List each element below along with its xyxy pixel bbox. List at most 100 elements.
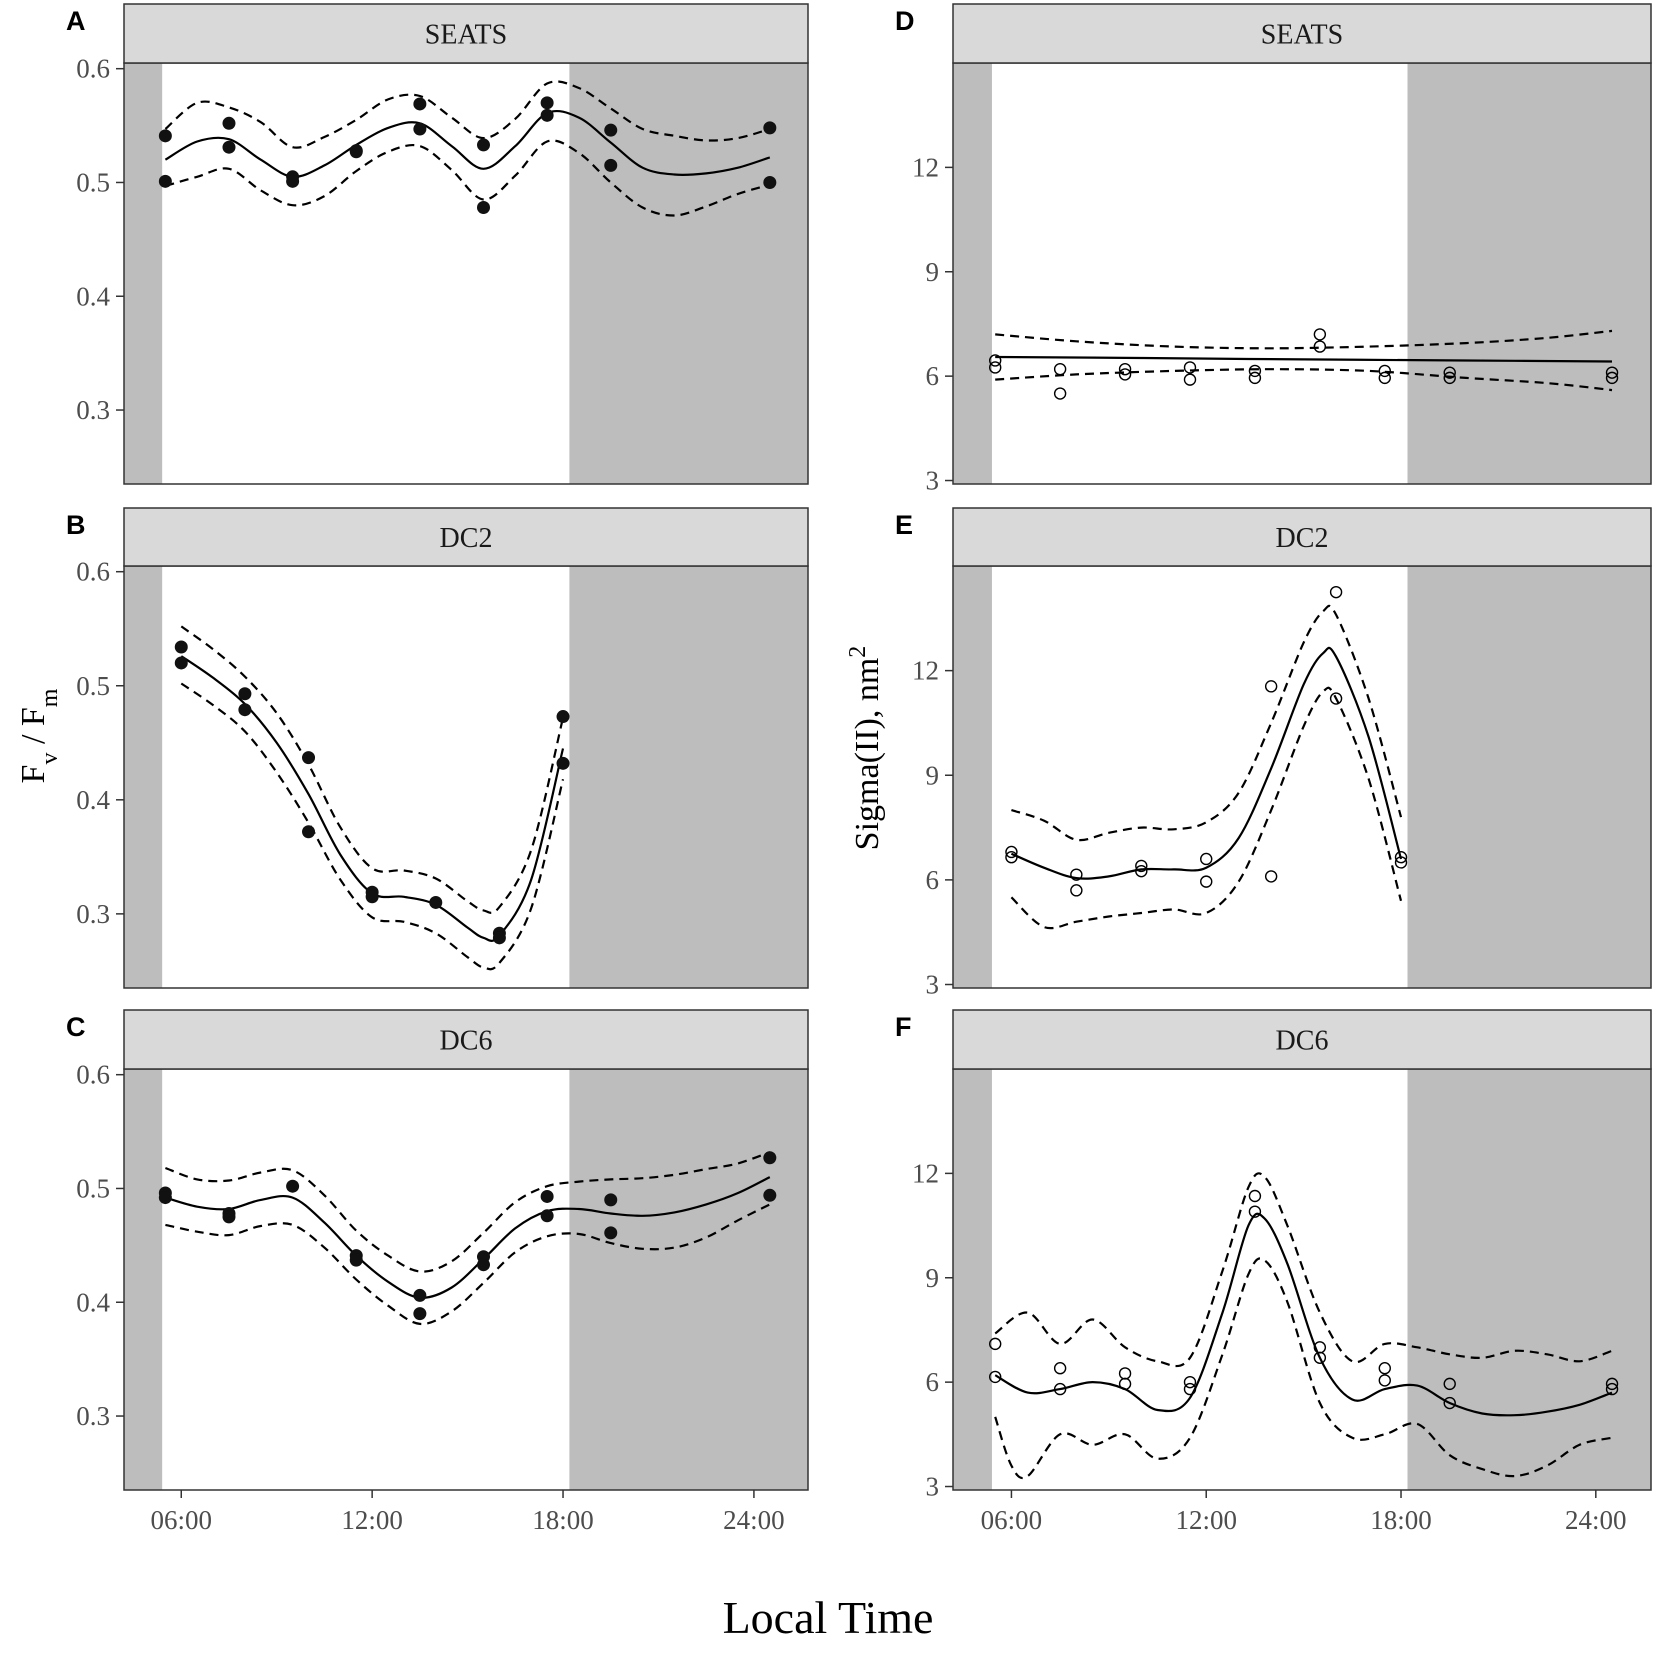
data-point (1005, 851, 1018, 864)
data-point (349, 1253, 363, 1267)
fit-line (164, 109, 771, 178)
strip-label: SEATS (1261, 20, 1343, 51)
data-point (763, 175, 777, 189)
x-tick-label: 18:00 (532, 1505, 594, 1535)
data-point (1443, 366, 1456, 379)
night-shading (953, 1069, 992, 1490)
data-point (540, 1189, 554, 1203)
night-shading (569, 566, 808, 988)
data-layer (989, 1172, 1619, 1480)
y-title-left-main: F (15, 765, 52, 784)
data-point (158, 129, 172, 143)
data-point (238, 687, 252, 701)
x-axis-title: Local Time (723, 1592, 934, 1643)
y-title-left-sub2: m (37, 688, 63, 707)
data-point (989, 354, 1002, 367)
data-point (989, 1337, 1002, 1351)
data-point (1183, 361, 1197, 374)
data-point (604, 1193, 618, 1207)
x-tick-label: 12:00 (1175, 1505, 1237, 1535)
data-point (1329, 585, 1343, 599)
x-tick-label: 06:00 (981, 1505, 1043, 1535)
y-tick-label: 6 (926, 1367, 940, 1397)
strip-header (123, 3, 809, 64)
data-point (476, 201, 490, 215)
y-tick-label: 0.5 (76, 671, 110, 701)
x-tick-label: 12:00 (341, 1505, 403, 1535)
night-shading (124, 63, 163, 484)
panel-label: F (895, 1012, 912, 1042)
fit-line (994, 1212, 1613, 1417)
data-point (413, 122, 427, 136)
strip-label: DC6 (440, 1026, 493, 1057)
night-shading (124, 566, 163, 988)
fit-line (995, 355, 1613, 363)
data-layer (174, 625, 570, 971)
data-point (1183, 373, 1197, 386)
panel-label: C (66, 1012, 86, 1042)
panel-label: D (895, 6, 915, 36)
y-tick-label: 3 (926, 970, 940, 1000)
strip-header (952, 1009, 1652, 1070)
data-point (1605, 1382, 1619, 1396)
y-tick-label: 12 (912, 1158, 939, 1188)
y-tick-label: 0.4 (76, 281, 110, 311)
x-tick-label: 06:00 (151, 1505, 213, 1535)
strip-header (123, 507, 809, 567)
lower-ci-line (165, 1203, 771, 1326)
data-point (763, 121, 777, 135)
night-shading (1407, 566, 1651, 988)
panel-B: DC2 B 0.3 0.4 0.5 0.6 (66, 507, 809, 989)
data-point (413, 1288, 427, 1302)
data-point (1200, 852, 1213, 866)
panel-F: DC6 F 3 6 9 12 06:00 12:00 18:00 24:00 (895, 1009, 1652, 1535)
y-tick-label: 9 (926, 760, 940, 790)
strip-header (952, 507, 1652, 567)
data-point (413, 97, 427, 111)
y-tick-label: 12 (912, 656, 939, 686)
y-tick-label: 9 (926, 257, 940, 287)
data-point (1605, 366, 1619, 379)
y-title-left-mid: / F (15, 707, 52, 752)
lower-ci-line (994, 1257, 1613, 1480)
data-point (222, 140, 236, 154)
data-point (1605, 1377, 1619, 1391)
data-point (1005, 845, 1018, 859)
data-point (1135, 864, 1148, 878)
data-point (556, 710, 570, 724)
data-point (1264, 870, 1278, 883)
data-point (1313, 328, 1327, 341)
data-point (492, 931, 506, 945)
data-point (1248, 371, 1262, 385)
data-layer (158, 80, 777, 217)
data-point (158, 1191, 172, 1205)
fit-line (1010, 646, 1403, 880)
night-shading (1407, 1069, 1651, 1490)
data-point (1378, 1362, 1391, 1375)
data-point (1053, 387, 1067, 400)
y-tick-label: 0.6 (76, 54, 110, 84)
x-tick-label: 24:00 (723, 1505, 785, 1535)
data-point (1070, 884, 1083, 897)
strip-label: DC6 (1276, 1026, 1329, 1057)
night-shading (569, 1069, 808, 1490)
data-point (1378, 1374, 1391, 1387)
data-point (158, 174, 172, 188)
y-tick-label: 6 (926, 865, 940, 895)
strip-label: DC2 (440, 523, 493, 554)
lower-ci-line (165, 139, 771, 217)
panel-label: E (895, 510, 913, 540)
data-point (302, 751, 316, 765)
upper-ci-line (165, 1151, 771, 1273)
data-point (1248, 1205, 1262, 1218)
data-point (540, 1209, 554, 1223)
data-point (413, 1307, 427, 1321)
fit-line (165, 1176, 771, 1299)
data-point (1394, 851, 1408, 864)
strip-header (952, 3, 1652, 64)
data-point (1053, 1362, 1067, 1375)
y-tick-label: 0.4 (76, 785, 110, 815)
data-layer (1005, 585, 1408, 930)
data-point (1313, 1351, 1327, 1364)
